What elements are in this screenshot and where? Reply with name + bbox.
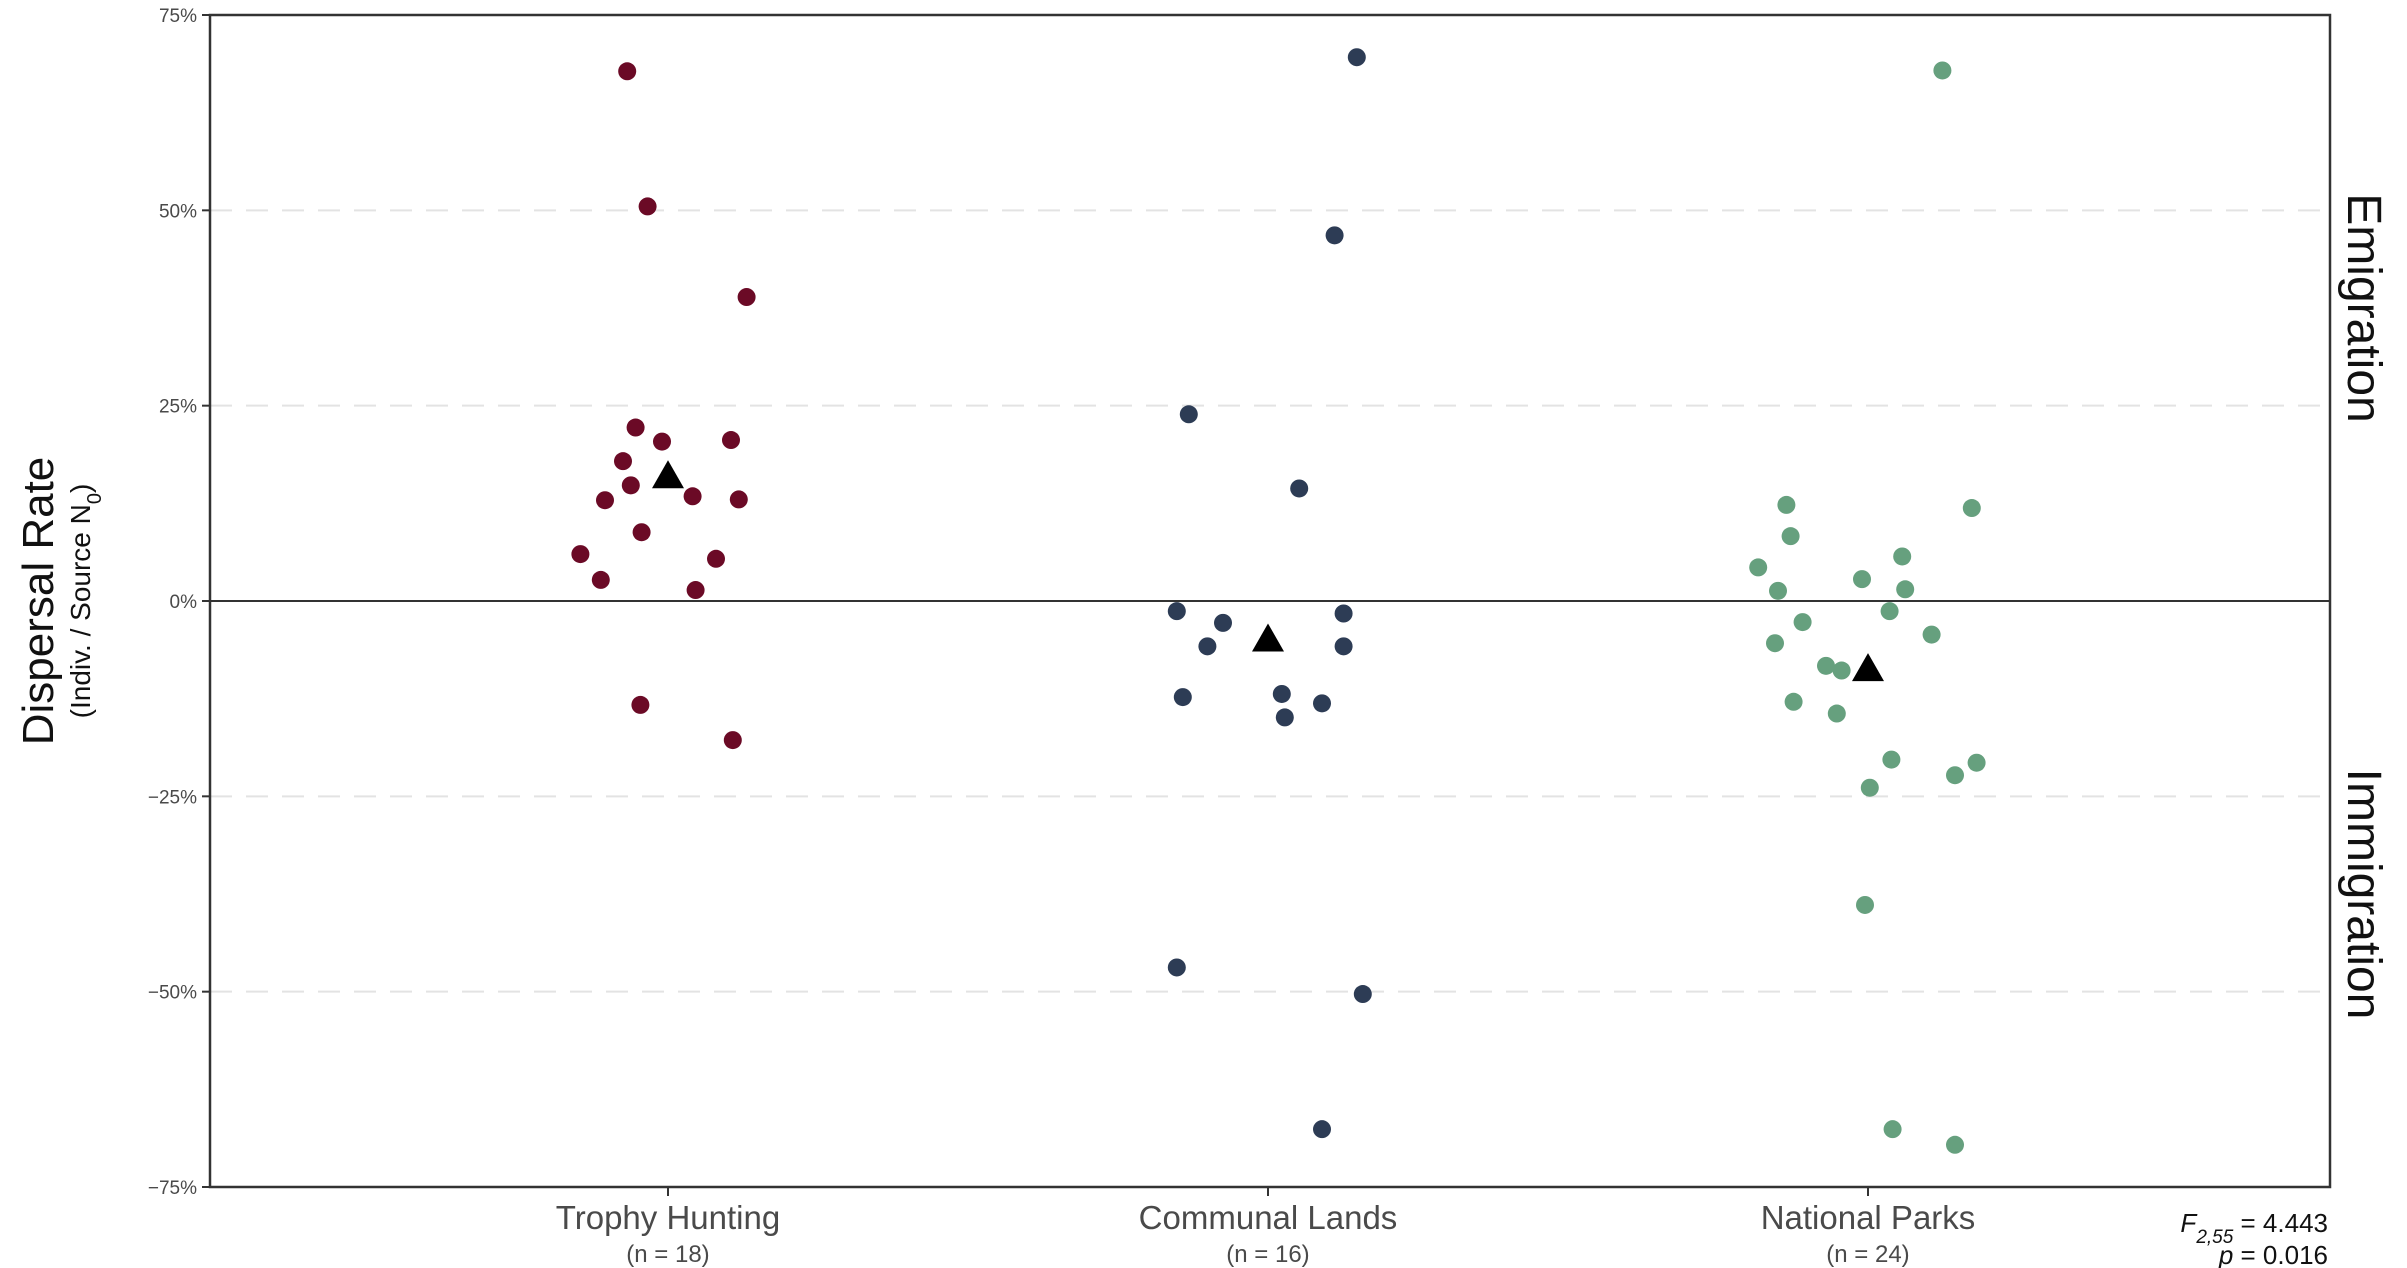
data-point xyxy=(1784,692,1803,711)
data-point xyxy=(683,487,702,506)
data-point xyxy=(722,431,740,450)
data-point xyxy=(631,695,650,714)
data-point xyxy=(723,731,742,750)
f-value: = 4.443 xyxy=(2233,1208,2328,1238)
data-point xyxy=(1793,613,1812,632)
data-point xyxy=(1860,778,1879,797)
category-label: National Parks xyxy=(1761,1199,1976,1236)
data-point xyxy=(1856,895,1874,914)
data-point xyxy=(1198,637,1217,656)
data-point xyxy=(1766,634,1784,653)
data-point xyxy=(686,581,705,600)
y-tick-label: 75% xyxy=(159,6,197,27)
data-point xyxy=(1325,226,1344,245)
data-point xyxy=(1769,581,1787,600)
data-point xyxy=(1167,602,1186,621)
data-point xyxy=(1167,958,1186,977)
mean-marker xyxy=(1852,653,1884,682)
data-point xyxy=(621,476,640,495)
data-point xyxy=(1967,753,1986,772)
plot-frame xyxy=(208,13,2332,1189)
data-point xyxy=(632,523,651,542)
y-axis-label: Dispersal Rate xyxy=(14,457,63,746)
data-point xyxy=(1827,704,1846,723)
category-sample-size: (n = 18) xyxy=(626,1241,709,1268)
data-point xyxy=(1880,602,1899,621)
y-tick-label: 0% xyxy=(170,592,198,613)
data-point xyxy=(596,491,614,510)
emigration-label: Emigration xyxy=(2337,193,2390,422)
p-value: p = 0.016 xyxy=(2218,1240,2328,1268)
y-tick-label: −50% xyxy=(148,983,197,1004)
data-point xyxy=(1353,985,1372,1004)
y-axis-sublabel-prefix: (Indiv. / Source N xyxy=(65,504,96,718)
y-tick-label: 50% xyxy=(159,201,197,222)
data-point xyxy=(707,549,725,568)
data-point xyxy=(1334,604,1353,623)
data-point xyxy=(1817,656,1835,675)
y-axis-sublabel: (Indiv. / Source N0) xyxy=(65,484,106,719)
mean-marker xyxy=(1252,623,1284,652)
y-tick-label: −75% xyxy=(148,1178,197,1199)
data-point xyxy=(1313,1120,1331,1139)
y-tick-label: 25% xyxy=(159,397,197,418)
data-point xyxy=(1853,570,1871,589)
data-point xyxy=(1962,499,1981,518)
gridlines xyxy=(210,209,2330,993)
data-point xyxy=(1275,708,1294,727)
data-point xyxy=(1781,527,1800,546)
f-subscript: 2,55 xyxy=(2195,1227,2233,1248)
data-point xyxy=(1290,479,1309,498)
data-point xyxy=(1777,495,1796,514)
data-point xyxy=(1313,694,1331,713)
category-label: Communal Lands xyxy=(1139,1199,1398,1236)
data-point xyxy=(618,62,637,81)
data-point xyxy=(1882,750,1901,769)
f-statistic: F2,55 = 4.443 xyxy=(2180,1208,2328,1248)
p-value-number: = 0.016 xyxy=(2233,1240,2328,1268)
data-point xyxy=(1347,48,1366,67)
data-point xyxy=(591,570,610,589)
data-point xyxy=(571,545,590,564)
data-point xyxy=(1214,613,1232,632)
data-point xyxy=(729,490,748,509)
data-point xyxy=(1173,688,1192,707)
data-point xyxy=(1272,684,1291,703)
category-sample-size: (n = 16) xyxy=(1226,1241,1309,1268)
data-point xyxy=(1749,558,1768,577)
y-axis-ticks: 75% 50% 25% 0% −25% −50% −75% xyxy=(148,6,210,1199)
p-symbol: p xyxy=(2218,1240,2233,1268)
data-point xyxy=(1922,625,1941,644)
data-point xyxy=(1946,766,1964,785)
f-symbol: F xyxy=(2180,1208,2198,1238)
data-point xyxy=(1334,637,1353,656)
y-axis-sublabel-subscript: 0 xyxy=(84,493,106,504)
data-point xyxy=(1883,1120,1902,1139)
category-labels: Trophy Hunting (n = 18) Communal Lands (n =… xyxy=(556,1199,1976,1268)
mean-marker xyxy=(652,460,684,489)
y-tick-label: −25% xyxy=(148,787,197,808)
immigration-label: Immigration xyxy=(2337,769,2390,1020)
data-point xyxy=(1893,547,1912,566)
data-point xyxy=(1179,405,1198,424)
data-point xyxy=(737,288,756,307)
data-point xyxy=(626,418,645,437)
data-point xyxy=(614,452,632,471)
data-point xyxy=(1832,661,1851,680)
mean-markers xyxy=(652,460,1884,682)
data-point xyxy=(1896,580,1915,599)
data-point xyxy=(638,197,657,216)
category-sample-size: (n = 24) xyxy=(1826,1241,1909,1268)
data-point xyxy=(653,432,671,451)
data-points xyxy=(571,48,1986,1154)
data-point xyxy=(1933,61,1952,80)
y-axis-sublabel-suffix: ) xyxy=(65,484,96,493)
category-label: Trophy Hunting xyxy=(556,1199,780,1236)
data-point xyxy=(1946,1135,1964,1154)
x-axis-ticks xyxy=(667,1187,1869,1196)
